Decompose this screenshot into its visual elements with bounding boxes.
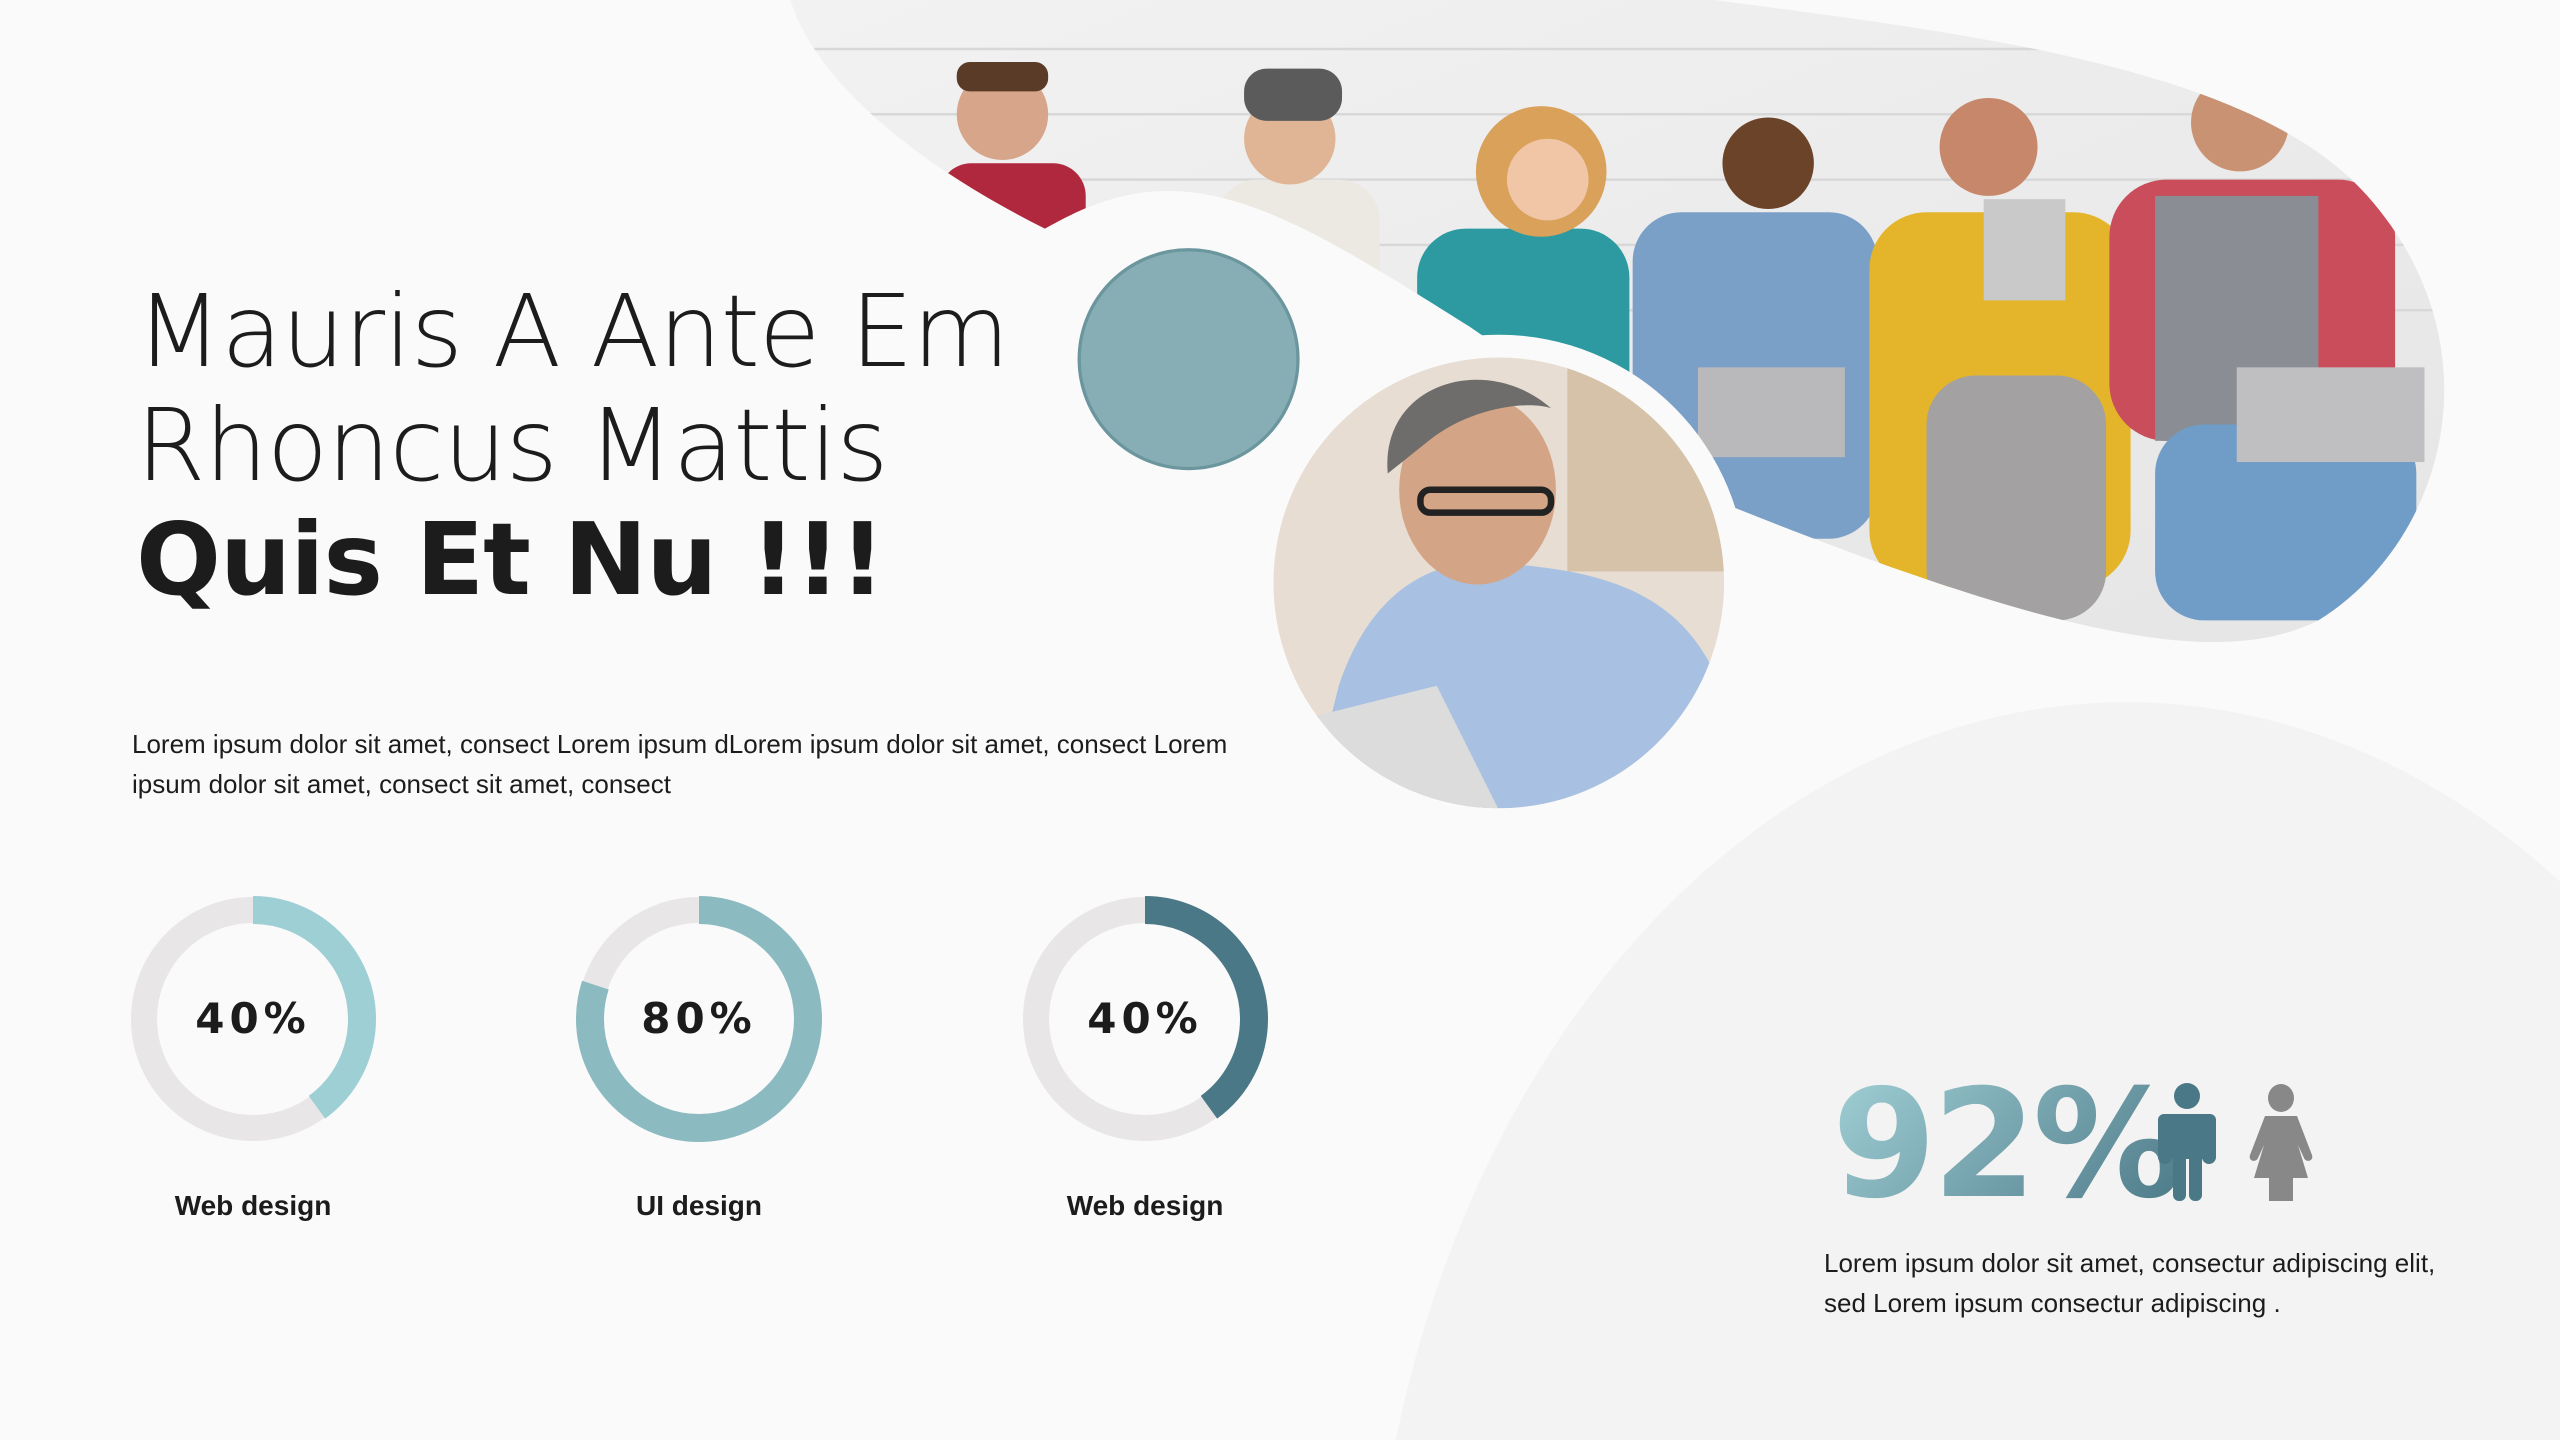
progress-arc (576, 896, 822, 1142)
bottom-right-circle (1395, 702, 2560, 1440)
skill-label: UI design (635, 1190, 762, 1221)
progress-ring-svg (130, 896, 376, 1142)
skill-label: Web design (1066, 1190, 1224, 1221)
progress-ring-svg (576, 896, 822, 1142)
male-person-icon (2158, 1083, 2216, 1201)
title-line-3: Quis Et Nu !!! (136, 501, 885, 618)
progress-ring-web-design-2: 40% (1020, 894, 1270, 1144)
title-line-1: Mauris A Ante Em (136, 273, 1010, 390)
progress-arc (1022, 896, 1268, 1142)
teal-circle-photo (1077, 248, 1300, 471)
page-title: Mauris A Ante Em Rhoncus Mattis Quis Et … (136, 273, 1010, 618)
progress-ring-svg (1022, 896, 1268, 1142)
progress-percent: 40% (195, 994, 311, 1043)
female-person-icon (2249, 1084, 2313, 1201)
intro-paragraph: Lorem ipsum dolor sit amet, consect Lore… (132, 729, 1228, 799)
progress-ring-ui-design: 80% (574, 894, 824, 1144)
progress-percent: 80% (641, 994, 757, 1043)
progress-arc (130, 896, 376, 1142)
progress-ring-web-design: 40% (128, 894, 378, 1144)
stat-description: Lorem ipsum dolor sit amet, consectur ad… (1824, 1248, 2436, 1318)
progress-percent: 40% (1087, 994, 1203, 1043)
title-line-2: Rhoncus Mattis (136, 387, 889, 504)
skill-label: Web design (174, 1190, 332, 1221)
gender-icons (2150, 1083, 2350, 1208)
stat-value: 92% (1832, 1058, 2183, 1232)
